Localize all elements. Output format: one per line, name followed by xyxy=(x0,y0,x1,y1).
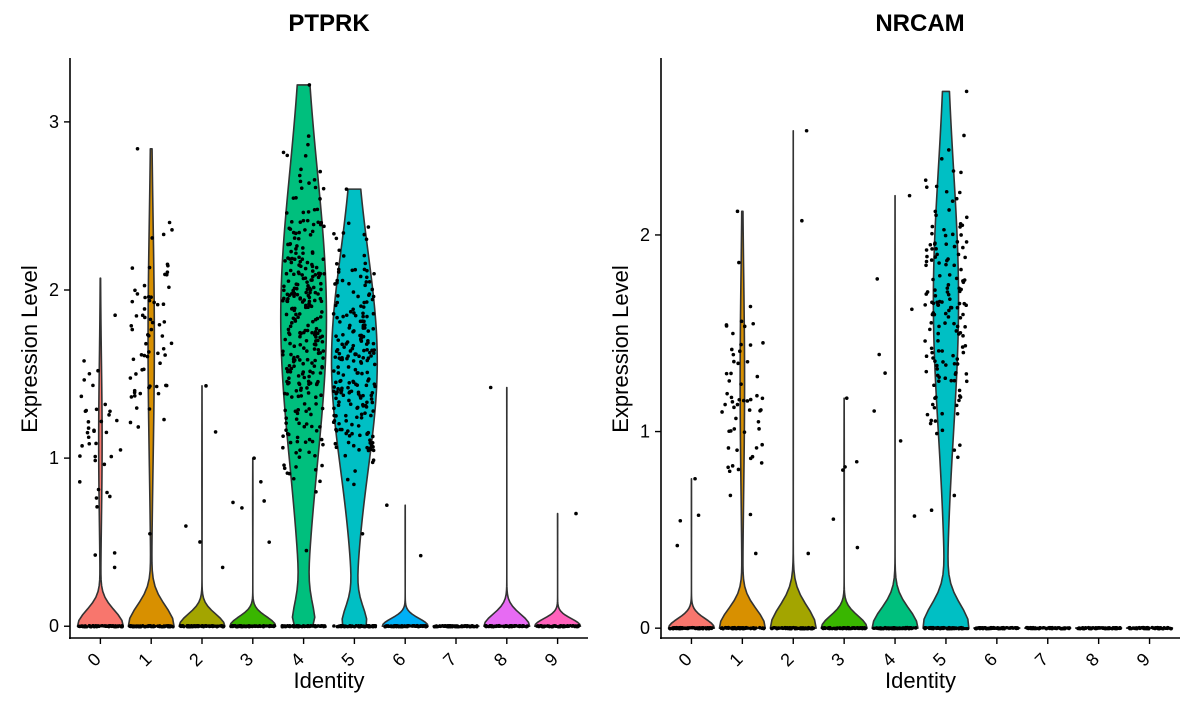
violin-group-1 xyxy=(719,210,765,631)
violin-shape-4 xyxy=(281,85,327,626)
violin-shape-0 xyxy=(78,278,124,626)
violin-shape-2 xyxy=(179,386,225,626)
expression-points-9 xyxy=(574,512,578,516)
zero-points-1 xyxy=(128,624,175,629)
x-tick-label: 7 xyxy=(1031,649,1052,670)
zero-points-0 xyxy=(668,626,714,631)
zero-points-0 xyxy=(77,624,124,629)
violin-shape-1 xyxy=(719,211,765,628)
x-tick-label: 9 xyxy=(1133,649,1154,670)
expression-points-3 xyxy=(231,456,271,544)
x-tick-label: 8 xyxy=(1082,649,1103,670)
expression-points-2 xyxy=(800,129,810,555)
chart-title: PTPRK xyxy=(288,10,370,37)
violin-group-6 xyxy=(382,503,428,628)
violin-shape-1 xyxy=(128,149,174,626)
violin-shape-8 xyxy=(484,388,530,627)
zero-points-8 xyxy=(484,624,530,629)
x-tick-label: 0 xyxy=(84,649,105,670)
violin-group-2 xyxy=(179,384,225,628)
x-tick-label: 6 xyxy=(980,649,1001,670)
x-tick-label: 2 xyxy=(185,649,206,670)
violin-group-5 xyxy=(923,90,969,631)
y-axis-label: Expression Level xyxy=(17,265,42,433)
zero-points-2 xyxy=(770,626,815,631)
x-tick-label: 1 xyxy=(725,649,746,670)
violin-group-5 xyxy=(332,187,378,628)
zero-points-8 xyxy=(1076,626,1122,631)
violin-group-3 xyxy=(229,456,276,628)
expression-points-6 xyxy=(385,503,422,557)
zero-points-3 xyxy=(229,624,276,629)
zero-points-3 xyxy=(821,626,867,631)
x-tick-label: 3 xyxy=(236,649,257,670)
violin-group-0 xyxy=(77,278,124,628)
violin-group-3 xyxy=(821,396,867,630)
violin-group-9 xyxy=(535,512,581,629)
violin-shape-6 xyxy=(382,505,428,626)
zero-points-7 xyxy=(433,624,479,629)
chart-title: NRCAM xyxy=(875,10,964,37)
violin-group-4 xyxy=(280,83,326,628)
y-tick-label: 2 xyxy=(49,280,59,300)
zero-points-9 xyxy=(1127,626,1173,631)
x-tick-label: 2 xyxy=(776,649,797,670)
violin-group-4 xyxy=(872,194,918,631)
y-tick-label: 3 xyxy=(49,112,59,132)
violin-group-1 xyxy=(128,147,175,629)
violin-group-6 xyxy=(974,626,1020,631)
expression-points-8 xyxy=(489,386,493,390)
y-axis-label: Expression Level xyxy=(608,265,633,433)
zero-points-7 xyxy=(1025,626,1071,631)
zero-points-5 xyxy=(923,626,969,631)
x-tick-label: 1 xyxy=(134,649,155,670)
violin-group-0 xyxy=(668,477,714,631)
expression-points-3 xyxy=(832,396,860,549)
y-tick-label: 1 xyxy=(640,422,650,442)
zero-points-1 xyxy=(720,626,766,631)
y-tick-label: 2 xyxy=(640,225,650,245)
y-tick-label: 1 xyxy=(49,448,59,468)
expression-points-2 xyxy=(184,384,224,569)
zero-points-4 xyxy=(280,624,326,629)
violin-group-8 xyxy=(1076,626,1122,631)
violin-group-7 xyxy=(433,624,479,629)
violin-shape-0 xyxy=(669,479,715,628)
y-tick-label: 0 xyxy=(640,618,650,638)
expression-points-0 xyxy=(675,477,700,547)
violin-shape-4 xyxy=(872,196,918,629)
x-axis-label: Identity xyxy=(294,668,365,693)
x-tick-label: 9 xyxy=(541,649,562,670)
violin-group-9 xyxy=(1127,626,1173,631)
violin-shape-5 xyxy=(332,189,378,626)
x-tick-label: 8 xyxy=(490,649,511,670)
violin-group-2 xyxy=(770,129,816,631)
zero-points-6 xyxy=(974,626,1020,631)
zero-points-4 xyxy=(872,626,917,631)
violin-group-7 xyxy=(1025,626,1071,631)
y-tick-label: 0 xyxy=(49,616,59,636)
violin-shape-3 xyxy=(821,398,867,628)
x-tick-label: 6 xyxy=(388,649,409,670)
x-tick-label: 7 xyxy=(439,649,460,670)
violin-shape-9 xyxy=(535,514,581,627)
x-tick-label: 0 xyxy=(675,649,696,670)
violin-group-8 xyxy=(484,386,530,629)
x-axis-label: Identity xyxy=(885,668,956,693)
x-tick-label: 3 xyxy=(827,649,848,670)
